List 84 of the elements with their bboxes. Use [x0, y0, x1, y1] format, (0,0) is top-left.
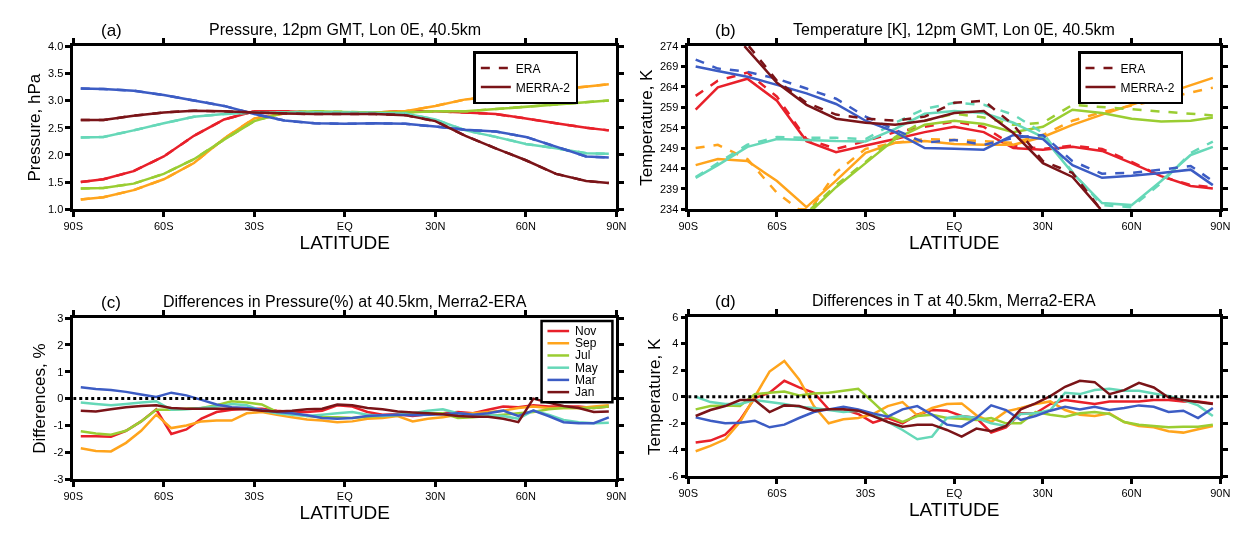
y-tick-label: 2.5 — [47, 121, 64, 134]
y-axis-title: Pressure, hPa — [24, 73, 44, 182]
y-tick-label: 3.5 — [47, 67, 64, 80]
y-tick-label: 1.0 — [47, 203, 64, 216]
chart-title: Differences in Pressure(%) at 40.5km, Merra2-ERA — [163, 293, 527, 310]
x-tick-label: 90S — [678, 220, 699, 233]
x-tick-label: 90N — [1210, 487, 1231, 500]
text: (a) — [101, 21, 122, 40]
x-tick-label: EQ — [336, 490, 354, 503]
x-tick-label: 90S — [63, 490, 84, 503]
x-tick-label: 90N — [606, 220, 627, 233]
y-tick-label: 0 — [57, 392, 64, 405]
y-tick-label: 259 — [659, 101, 679, 114]
y-tick-label: 1 — [57, 365, 64, 378]
x-tick-label: 30S — [855, 487, 876, 500]
x-tick-label: 60N — [1121, 220, 1142, 233]
legend-label: Nov — [575, 324, 597, 338]
legend-label: MERRA-2 — [515, 80, 571, 95]
y-tick-label: 3 — [57, 311, 64, 324]
legend-label: Sep — [575, 336, 597, 350]
y-tick-label: 0 — [672, 390, 679, 403]
x-tick-label: 30S — [244, 490, 265, 503]
x-tick-label: 30N — [1032, 220, 1054, 233]
legend-label: ERA — [1120, 61, 1146, 76]
y-tick-label: -4 — [668, 443, 679, 456]
text: (b) — [715, 21, 736, 40]
text: (d) — [715, 292, 736, 311]
x-tick-label: 30S — [855, 220, 876, 233]
y-tick-label: 1.5 — [47, 175, 64, 188]
x-tick-label: 60S — [153, 220, 174, 233]
x-tick-label: 60S — [767, 487, 787, 500]
text: (c) — [101, 293, 121, 312]
x-tick-label: 90S — [63, 220, 84, 233]
chart-title: Differences in T at 40.5km, Merra2-ERA — [812, 292, 1096, 309]
y-axis-title: Temperature, K — [636, 68, 656, 186]
y-tick-label: 2.0 — [47, 148, 64, 161]
x-axis-title: LATITUDE — [909, 499, 1000, 521]
y-tick-label: 2 — [672, 364, 679, 377]
legend-label: Jan — [575, 385, 595, 399]
x-tick-label: 60N — [515, 220, 536, 233]
y-tick-label: -2 — [53, 446, 64, 459]
y-tick-label: -3 — [53, 472, 64, 485]
y-tick-label: 239 — [659, 182, 679, 195]
x-tick-label: 90S — [678, 487, 699, 500]
y-tick-label: 4 — [672, 337, 679, 350]
x-tick-label: 30S — [244, 220, 265, 233]
x-axis-title: LATITUDE — [299, 502, 391, 524]
legend-label: May — [575, 361, 598, 375]
y-tick-label: 254 — [659, 121, 679, 134]
x-tick-label: 30N — [425, 490, 446, 503]
x-tick-label: 90N — [1210, 220, 1231, 233]
legend-label: MERRA-2 — [1120, 80, 1175, 95]
x-tick-label: EQ — [336, 220, 354, 233]
y-tick-label: -2 — [668, 417, 679, 430]
x-tick-label: EQ — [946, 487, 963, 500]
y-tick-label: 2 — [57, 338, 64, 351]
x-axis-title: LATITUDE — [299, 232, 391, 254]
legend-label: Mar — [575, 373, 596, 387]
x-tick-label: 30N — [425, 220, 446, 233]
y-tick-label: 264 — [659, 80, 679, 93]
x-tick-label: 30N — [1032, 487, 1054, 500]
chart-title: Temperature [K], 12pm GMT, Lon 0E, 40.5km — [793, 21, 1115, 38]
x-tick-label: 60S — [767, 220, 787, 233]
y-tick-label: 249 — [659, 141, 679, 154]
y-tick-label: 3.0 — [47, 94, 64, 107]
y-tick-label: -1 — [53, 419, 64, 432]
x-axis-title: LATITUDE — [909, 232, 1000, 254]
x-tick-label: 60S — [153, 490, 174, 503]
legend-label: ERA — [515, 61, 541, 76]
y-axis-title: Differences, % — [30, 343, 50, 454]
x-tick-label: EQ — [946, 220, 963, 233]
x-tick-label: 90N — [606, 490, 627, 503]
y-axis-title: Temperature, K — [645, 337, 665, 455]
y-tick-label: 274 — [659, 39, 679, 52]
x-tick-label: 60N — [1121, 487, 1142, 500]
x-tick-label: 60N — [515, 490, 536, 503]
chart-title: Pressure, 12pm GMT, Lon 0E, 40.5km — [209, 21, 482, 38]
y-tick-label: 244 — [659, 162, 679, 175]
y-tick-label: -6 — [668, 470, 679, 483]
legend-label: Jul — [575, 348, 591, 362]
y-tick-label: 4.0 — [47, 39, 64, 52]
y-tick-label: 269 — [659, 60, 679, 73]
y-tick-label: 6 — [672, 310, 679, 323]
y-tick-label: 234 — [659, 203, 679, 216]
